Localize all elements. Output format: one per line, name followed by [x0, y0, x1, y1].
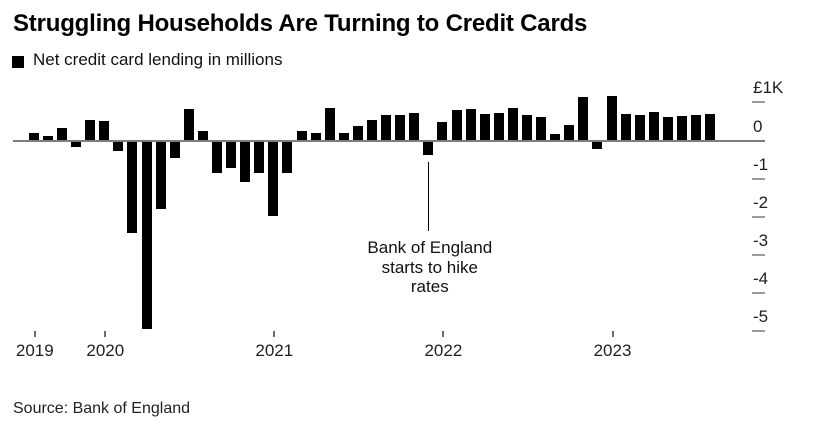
bar-sep-2022 [550, 133, 561, 142]
bar-sep-2019 [42, 135, 53, 142]
x-tick-label: 2020 [86, 341, 125, 360]
y-tick [752, 215, 765, 218]
legend-swatch-icon [12, 56, 24, 68]
bar-mar-2023 [634, 115, 645, 142]
bar-jan-2023 [606, 95, 617, 142]
y-tick [752, 253, 765, 256]
bar-dec-2020 [254, 140, 265, 174]
bar-oct-2020 [226, 140, 237, 169]
bar-jul-2022 [521, 115, 532, 142]
y-tick-label: -3 [753, 230, 769, 250]
bar-jan-2020 [99, 121, 110, 142]
y-tick-label: 0 [753, 116, 763, 136]
bar-mar-2021 [296, 131, 307, 142]
x-tick-label: 2021 [255, 341, 294, 360]
bar-apr-2023 [648, 111, 659, 142]
annotation-pointer-line [427, 162, 430, 231]
bar-aug-2019 [28, 132, 39, 142]
annotation-text: Bank of England starts to hike rates [367, 238, 492, 297]
y-tick [752, 177, 765, 180]
y-tick-label: -5 [753, 307, 769, 326]
source-label: Source: Bank of England [13, 400, 191, 417]
bar-may-2021 [324, 108, 335, 142]
bar-jan-2021 [268, 140, 279, 216]
bar-nov-2019 [71, 140, 82, 148]
bar-dec-2022 [592, 140, 603, 149]
y-tick-label: -4 [753, 268, 769, 288]
bar-dec-2021 [423, 140, 434, 156]
y-tick [752, 330, 765, 332]
bar-oct-2021 [395, 115, 406, 142]
y-tick-label: -1 [753, 154, 769, 174]
y-tick [752, 101, 765, 104]
bar-apr-2020 [141, 140, 152, 330]
bar-jun-2020 [169, 140, 180, 158]
annotation-line-3: rates [410, 277, 449, 296]
bar-jun-2022 [507, 108, 518, 142]
bar-jul-2020 [183, 108, 194, 142]
bar-feb-2022 [451, 109, 462, 142]
bar-may-2023 [662, 117, 673, 142]
annotation-line-2: starts to hike [381, 257, 478, 277]
x-tick [442, 331, 445, 337]
bar-dec-2019 [85, 119, 96, 142]
bar-jan-2022 [437, 122, 448, 142]
bar-jun-2023 [676, 116, 687, 142]
x-tick [611, 331, 614, 337]
bar-sep-2020 [212, 140, 222, 173]
bar-apr-2021 [310, 133, 321, 142]
x-tick-label: 2023 [593, 341, 632, 360]
bar-may-2020 [155, 140, 166, 210]
x-tick-label: 2022 [424, 341, 463, 360]
y-tick-label: -2 [753, 192, 769, 212]
bar-jun-2021 [338, 133, 349, 142]
bar-sep-2021 [381, 115, 392, 142]
bar-nov-2022 [578, 96, 589, 142]
y-tick-label: £1K [753, 78, 784, 98]
bar-feb-2020 [113, 140, 124, 151]
chart-title: Struggling Households Are Turning to Cre… [13, 10, 588, 37]
bar-feb-2021 [282, 140, 293, 174]
bar-feb-2023 [620, 114, 631, 142]
bar-oct-2019 [57, 127, 67, 142]
bar-jul-2021 [352, 126, 363, 142]
x-tick [104, 331, 107, 337]
bar-aug-2022 [536, 116, 546, 142]
bar-aug-2023 [705, 113, 716, 142]
bar-oct-2022 [564, 125, 575, 142]
bar-aug-2021 [367, 119, 377, 142]
x-tick-label: 2019 [15, 341, 54, 360]
bar-nov-2021 [409, 113, 420, 142]
bar-apr-2022 [479, 113, 490, 142]
x-tick [33, 331, 36, 337]
annotation-line-1: Bank of England [367, 238, 493, 257]
bar-mar-2022 [465, 108, 476, 142]
bar-aug-2020 [197, 131, 208, 142]
y-tick [752, 291, 765, 294]
bar-mar-2020 [127, 140, 138, 233]
bar-nov-2020 [240, 140, 251, 182]
x-tick [273, 331, 276, 337]
zero-axis-line [13, 139, 765, 142]
legend-label: Net credit card lending in millions [33, 50, 283, 69]
bar-jul-2023 [691, 115, 701, 142]
bar-may-2022 [493, 112, 504, 142]
